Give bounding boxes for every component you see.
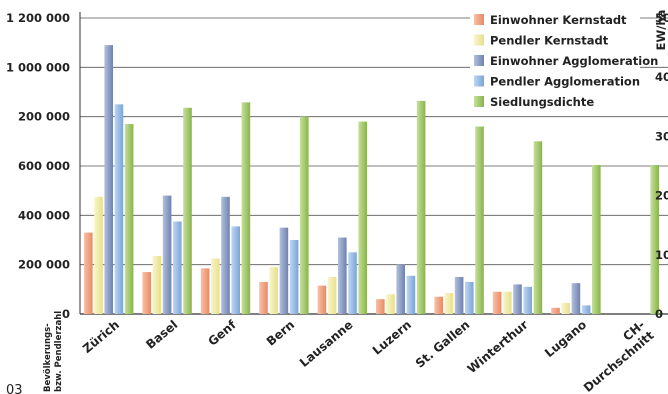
category-label: Zürich	[80, 318, 122, 356]
bar-einwohner-agglomeration	[104, 45, 113, 315]
y-axis-label-left: Bevölkerungs-bzw. Pendlerzahl	[43, 311, 64, 392]
bar-einwohner-agglomeration	[571, 283, 581, 314]
figure-number: 03	[6, 383, 23, 394]
y-tick-label-right: 30	[655, 129, 668, 143]
bar-pendler-kernstadt	[94, 196, 103, 314]
bar-einwohner-kernstadt	[434, 296, 443, 314]
y-tick-label-right: 0	[655, 307, 663, 321]
legend-label: Pendler Agglomeration	[490, 75, 640, 89]
bar-siedlungsdichte	[592, 165, 601, 314]
bars	[84, 45, 659, 315]
bar-pendler-agglomeration	[406, 275, 416, 314]
bar-pendler-kernstadt	[444, 293, 454, 314]
bar-pendler-kernstadt	[386, 294, 395, 314]
legend: Einwohner Kernstadt Pendler Kernstadt Einw…	[470, 13, 658, 115]
category-label: Genf	[205, 317, 239, 349]
bar-siedlungsdichte	[533, 141, 543, 314]
bar-pendler-kernstadt	[211, 258, 220, 314]
bar-pendler-kernstadt	[503, 291, 512, 314]
legend-swatch	[474, 14, 484, 25]
legend-swatch	[474, 55, 484, 66]
bar-pendler-kernstadt	[327, 277, 337, 314]
legend-background	[470, 15, 640, 115]
y-tick-label-right: 20	[655, 189, 668, 203]
bar-einwohner-kernstadt	[492, 291, 502, 314]
bar-einwohner-kernstadt	[259, 281, 268, 314]
category-label: Lugano	[542, 318, 589, 361]
bar-pendler-agglomeration	[173, 221, 182, 314]
bar-pendler-agglomeration	[289, 240, 299, 314]
bar-einwohner-kernstadt	[551, 307, 560, 314]
legend-label: Siedlungsdichte	[490, 95, 594, 109]
y-tick-label-left: 400 000	[18, 208, 70, 222]
bar-einwohner-agglomeration	[338, 237, 347, 314]
category-label: Lausanne	[297, 318, 356, 370]
bar-pendler-kernstadt	[561, 302, 570, 314]
y-tick-label-left: 1 200 000	[6, 11, 70, 25]
bar-siedlungsdichte	[475, 126, 484, 315]
bar-einwohner-agglomeration	[162, 195, 172, 314]
y-tick-label-right: 10	[655, 248, 668, 262]
legend-label: Pendler Kernstadt	[490, 34, 609, 48]
y-tick-label-left: 600 000	[18, 159, 70, 173]
bar-pendler-kernstadt	[269, 267, 278, 314]
bar-siedlungsdichte	[183, 107, 192, 314]
category-label: Basel	[143, 318, 180, 352]
bar-siedlungsdichte	[124, 124, 134, 314]
bar-einwohner-agglomeration	[221, 196, 230, 314]
y-tick-label-left: 1 000 000	[6, 60, 70, 74]
bar-pendler-agglomeration	[465, 281, 474, 314]
bar-siedlungsdichte	[416, 100, 426, 314]
y-axis-label-right: EW/ha	[654, 10, 668, 51]
category-label: St. Gallen	[413, 318, 473, 371]
category-label: Luzern	[370, 318, 414, 358]
bar-pendler-agglomeration	[523, 286, 532, 314]
bar-einwohner-kernstadt	[200, 268, 210, 314]
bar-einwohner-kernstadt	[142, 272, 151, 314]
bar-siedlungsdichte	[650, 165, 659, 314]
legend-swatch	[474, 96, 484, 107]
y-tick-label-left: 200 000	[18, 110, 70, 124]
bar-siedlungsdichte	[241, 102, 251, 314]
bar-pendler-agglomeration	[581, 305, 591, 314]
bar-einwohner-agglomeration	[513, 284, 522, 314]
y-tick-label-left: 0	[62, 307, 70, 321]
bar-siedlungsdichte	[358, 121, 367, 314]
legend-label: Einwohner Agglomeration	[490, 54, 658, 68]
bar-einwohner-kernstadt	[84, 232, 93, 314]
bar-pendler-kernstadt	[152, 256, 162, 314]
bar-pendler-agglomeration	[231, 226, 240, 314]
bar-einwohner-agglomeration	[279, 227, 289, 314]
bar-einwohner-agglomeration	[454, 277, 464, 314]
category-label: Winterthur	[465, 318, 531, 377]
bar-siedlungsdichte	[300, 116, 309, 315]
bar-einwohner-kernstadt	[317, 285, 327, 314]
legend-swatch	[474, 34, 484, 46]
legend-label: Einwohner Kernstadt	[490, 13, 627, 27]
y-tick-label-left: 200 000	[18, 258, 70, 272]
y-tick-label-right: 40	[655, 70, 668, 84]
y-tick-label-right: 50	[655, 11, 668, 25]
bar-pendler-agglomeration	[114, 104, 124, 314]
category-label: Bern	[264, 318, 297, 349]
bar-einwohner-agglomeration	[396, 264, 405, 314]
legend-swatch	[474, 75, 484, 87]
bar-einwohner-kernstadt	[376, 299, 385, 314]
bar-pendler-agglomeration	[348, 252, 357, 314]
